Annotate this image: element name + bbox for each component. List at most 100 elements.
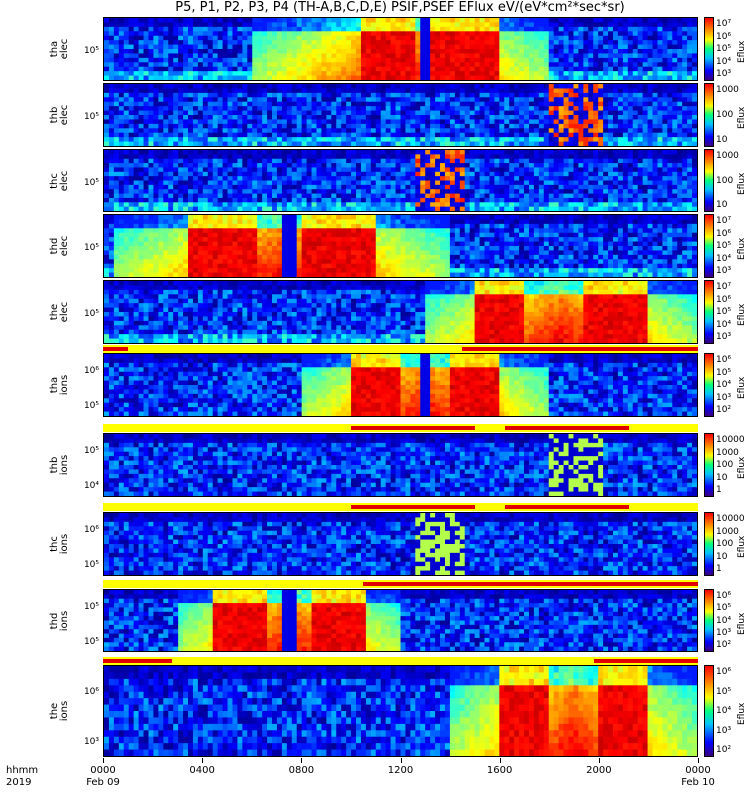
spectrogram-cell	[163, 119, 169, 125]
spectrogram-cell	[222, 101, 229, 107]
spectrogram-cell	[420, 22, 426, 28]
spectrogram-cell	[519, 40, 525, 46]
spectrogram-cell	[499, 132, 505, 138]
spectrogram-cell	[533, 31, 540, 37]
spectrogram-cell	[267, 84, 273, 90]
spectrogram-cell	[351, 40, 357, 46]
spectrogram-cell	[197, 97, 204, 103]
spectrogram-cell	[341, 71, 347, 77]
spectrogram-cell	[291, 97, 298, 103]
spectrogram-cell	[489, 180, 495, 186]
spectrogram-cell	[227, 57, 234, 63]
spectrogram-cell	[449, 176, 456, 182]
spectrogram-cell	[652, 163, 659, 169]
spectrogram-cell	[608, 18, 614, 24]
spectrogram-cell	[603, 176, 609, 182]
spectrogram-cell	[375, 202, 382, 208]
spectrogram-cell	[202, 62, 209, 68]
spectrogram-cell	[519, 176, 525, 182]
spectrogram-cell	[390, 66, 397, 72]
spectrogram-cell	[326, 115, 332, 121]
spectrogram-cell	[593, 128, 599, 134]
spectrogram-cell	[113, 167, 120, 173]
spectrogram-cell	[148, 88, 155, 94]
spectrogram-cell	[207, 40, 214, 46]
spectrogram-cell	[538, 18, 545, 24]
spectrogram-cell	[622, 101, 629, 107]
spectrogram-cell	[237, 84, 243, 90]
spectrogram-cell	[682, 31, 688, 37]
spectrogram-cell	[578, 71, 584, 77]
spectrogram-cell	[247, 22, 253, 28]
spectrogram-cell	[558, 110, 565, 116]
spectrogram-cell	[469, 167, 476, 173]
spectrogram-cell	[632, 101, 639, 107]
spectrogram-cell	[163, 66, 169, 72]
spectrogram-cell	[118, 128, 125, 134]
spectrogram-cell	[232, 106, 239, 112]
spectrogram-cell	[158, 101, 164, 107]
spectrogram-cell	[178, 137, 184, 143]
spectrogram-cell	[370, 101, 377, 107]
spectrogram-cell	[642, 97, 649, 103]
spectrogram-cell	[108, 180, 115, 186]
spectrogram-cell	[301, 26, 308, 32]
spectrogram-cell	[252, 35, 258, 41]
spectrogram-cell	[494, 18, 500, 24]
spectrogram-cell	[420, 158, 426, 164]
spectrogram-cell	[647, 71, 654, 77]
spectrogram-cell	[222, 197, 229, 203]
spectrogram-cell	[311, 62, 318, 68]
spectrogram-cell	[311, 101, 318, 107]
spectrogram-cell	[336, 189, 342, 195]
spectrogram-cell	[316, 97, 323, 103]
spectrogram-cell	[360, 141, 367, 146]
spectrogram-cell	[499, 193, 505, 199]
spectrogram-cell	[272, 115, 278, 121]
spectrogram-cell	[375, 163, 382, 169]
spectrogram-cell	[153, 62, 159, 68]
spectrogram-cell	[351, 92, 357, 98]
spectrogram-cell	[514, 171, 520, 177]
spectrogram-cell	[583, 110, 589, 116]
spectrogram-cell	[123, 180, 130, 186]
spectrogram-cell	[217, 106, 224, 112]
spectrogram-cell	[183, 110, 189, 116]
spectrogram-cell	[504, 158, 510, 164]
spectrogram-cell	[682, 35, 688, 41]
spectrogram-cell	[192, 206, 199, 211]
spectrogram-cell	[133, 193, 140, 199]
spectrogram-cell	[484, 53, 491, 59]
spectrogram-cell	[617, 71, 624, 77]
spectrogram-cell	[405, 202, 411, 208]
spectrogram-cell	[351, 193, 357, 199]
spectrogram-cell	[237, 35, 243, 41]
spectrogram-cell	[316, 49, 323, 55]
spectrogram-cell	[469, 53, 476, 59]
spectrogram-cell	[202, 106, 209, 112]
spectrogram-cell	[351, 141, 357, 146]
spectrogram-cell	[311, 110, 318, 116]
spectrogram-cell	[469, 150, 476, 155]
spectrogram-cell	[642, 119, 649, 125]
spectrogram-cell	[692, 66, 697, 72]
spectrogram-cell	[528, 66, 535, 72]
spectrogram-cell	[143, 141, 150, 146]
spectrogram-cell	[341, 110, 347, 116]
spectrogram-cell	[267, 189, 273, 195]
spectrogram-cell	[158, 128, 164, 134]
spectrogram-cell	[524, 18, 530, 24]
spectrogram-cell	[459, 158, 466, 164]
spectrogram-cell	[143, 193, 150, 199]
spectrogram-cell	[449, 137, 456, 143]
spectrogram-cell	[242, 35, 248, 41]
spectrogram-cell	[637, 202, 644, 208]
spectrogram-cell	[568, 180, 575, 186]
spectrogram-cell	[410, 106, 416, 112]
spectrogram-cell	[662, 197, 668, 203]
spectrogram-cell	[440, 57, 446, 63]
spectrogram-cell	[113, 84, 120, 90]
spectrogram-cell	[296, 171, 303, 177]
spectrogram-cell	[533, 44, 540, 50]
spectrogram-cell	[301, 197, 308, 203]
